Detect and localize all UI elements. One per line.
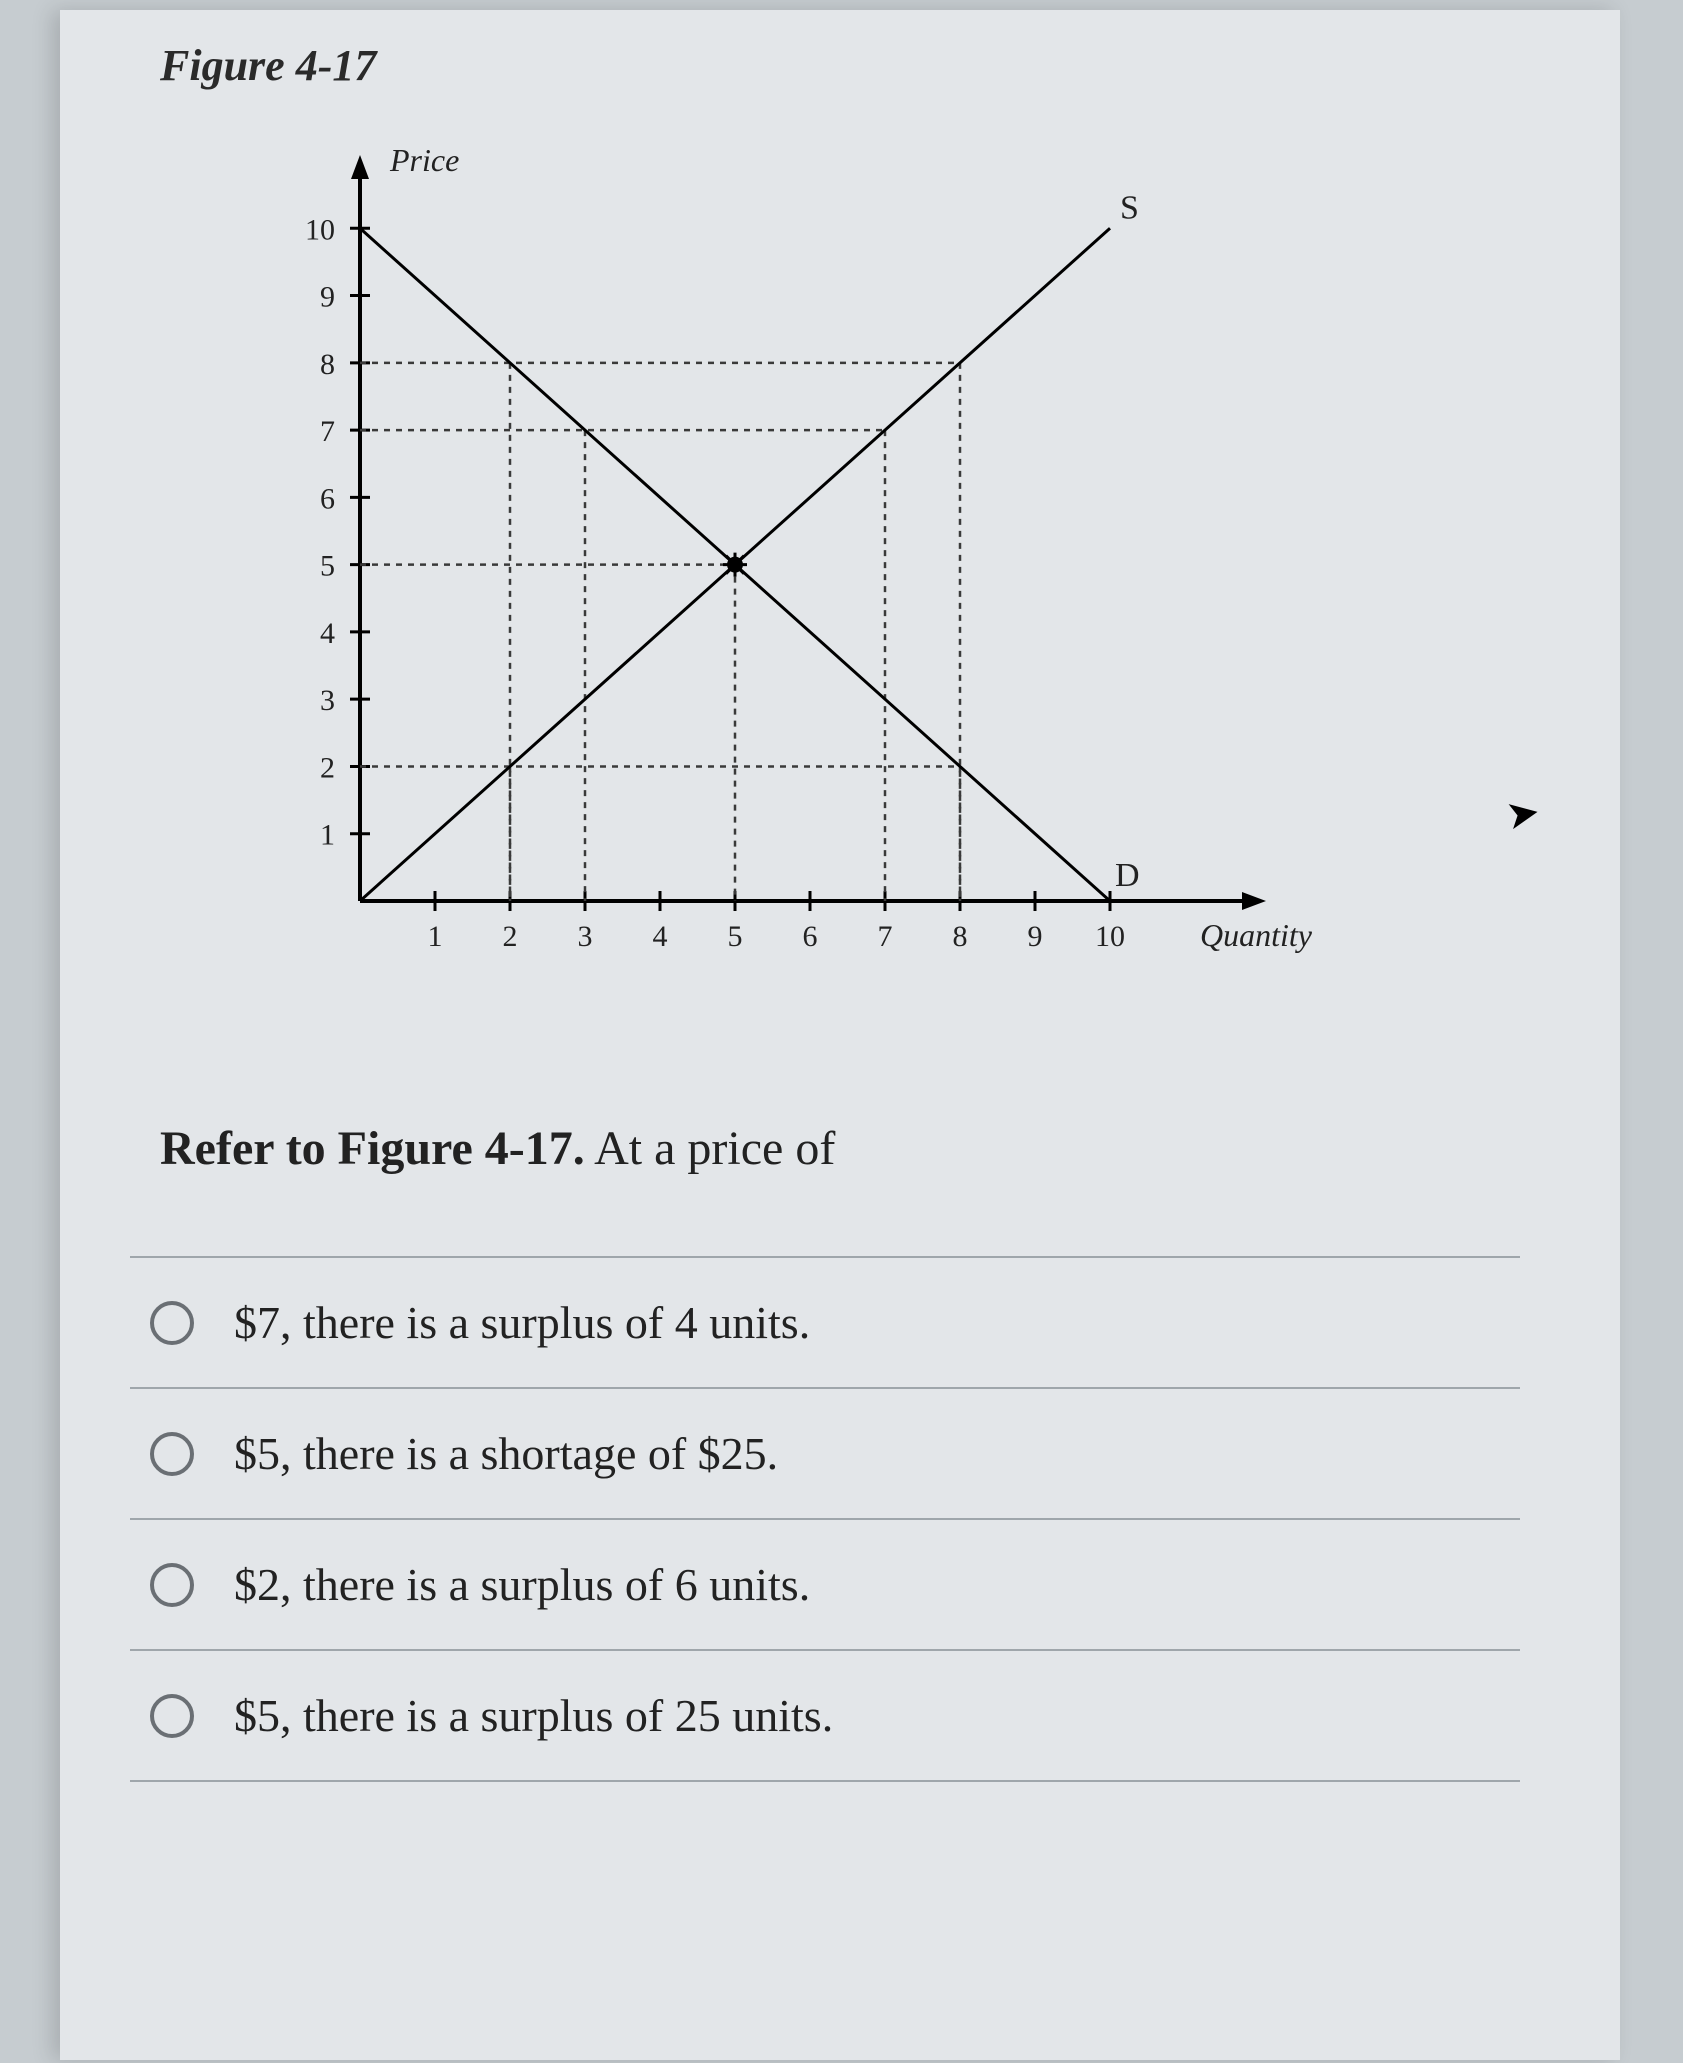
svg-text:8: 8 [320,348,335,381]
svg-text:S: S [1120,189,1139,226]
option-label: $7, there is a surplus of 4 units. [234,1296,810,1349]
option-row[interactable]: $5, there is a surplus of 25 units. [130,1649,1520,1782]
option-label: $5, there is a surplus of 25 units. [234,1689,833,1742]
options-list: $7, there is a surplus of 4 units. $5, th… [130,1256,1520,1782]
svg-text:1: 1 [428,920,443,953]
svg-text:4: 4 [320,617,335,650]
question-rest: At a price of [585,1122,836,1175]
svg-text:5: 5 [320,550,335,583]
question-bold: Refer to Figure 4-17. [160,1122,585,1175]
cursor-icon: ➤ [1503,787,1544,839]
svg-text:5: 5 [728,920,743,953]
svg-text:4: 4 [653,920,668,953]
figure-title: Figure 4-17 [160,40,1580,91]
radio-icon[interactable] [150,1432,194,1476]
svg-text:1: 1 [320,819,335,852]
svg-text:2: 2 [503,920,518,953]
svg-text:3: 3 [320,684,335,717]
svg-text:6: 6 [803,920,818,953]
svg-text:6: 6 [320,482,335,515]
svg-text:10: 10 [1095,920,1125,953]
radio-icon[interactable] [150,1301,194,1345]
svg-text:2: 2 [320,751,335,784]
svg-text:7: 7 [320,415,335,448]
svg-text:Quantity: Quantity [1200,917,1313,953]
radio-icon[interactable] [150,1694,194,1738]
radio-icon[interactable] [150,1563,194,1607]
svg-text:9: 9 [1028,920,1043,953]
page: Figure 4-17 1 2 3 4 5 6 7 8 9 10 1 2 3 4 5 6 7 8 9 10 Price Q… [60,10,1620,2060]
svg-text:7: 7 [878,920,893,953]
option-row[interactable]: $2, there is a surplus of 6 units. [130,1518,1520,1649]
option-label: $5, there is a shortage of $25. [234,1427,778,1480]
svg-text:3: 3 [578,920,593,953]
option-row[interactable]: $5, there is a shortage of $25. [130,1387,1520,1518]
svg-text:8: 8 [953,920,968,953]
option-row[interactable]: $7, there is a surplus of 4 units. [130,1256,1520,1387]
svg-text:Price: Price [389,142,459,178]
question-text: Refer to Figure 4-17. At a price of [160,1121,1580,1176]
svg-text:9: 9 [320,281,335,314]
svg-text:D: D [1115,857,1140,894]
option-label: $2, there is a surplus of 6 units. [234,1558,810,1611]
svg-text:10: 10 [305,213,335,246]
supply-demand-chart: 1 2 3 4 5 6 7 8 9 10 1 2 3 4 5 6 7 8 9 10 Price Quantity S D [200,101,1400,1001]
